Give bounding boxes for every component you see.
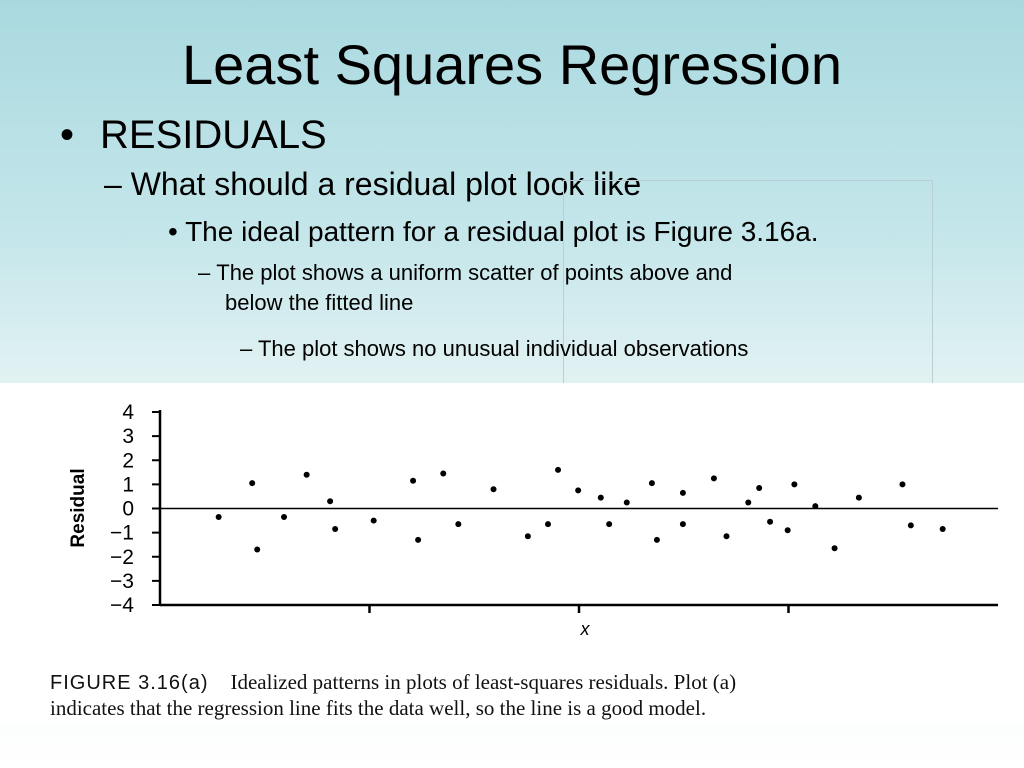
dash-marker: –	[198, 260, 211, 285]
data-point	[623, 499, 630, 506]
data-point	[215, 513, 222, 520]
data-point	[855, 494, 862, 501]
data-point	[370, 517, 377, 524]
data-point	[710, 475, 717, 482]
bullet-dot: •	[60, 113, 75, 157]
y-axis-label: Residual	[68, 468, 89, 547]
data-point	[791, 481, 798, 488]
data-point	[254, 546, 261, 553]
data-point	[332, 526, 339, 533]
figure-panel: 4 3 2 1 0 −1 −2 −3 −4 x Residual FIGURE 3.16(a) Ide…	[0, 383, 1024, 723]
data-point	[653, 536, 660, 543]
data-point	[410, 477, 417, 484]
data-point	[723, 533, 730, 540]
data-point	[899, 481, 906, 488]
data-point	[756, 484, 763, 491]
x-axis-label: x	[580, 619, 591, 639]
slide-title: Least Squares Regression	[182, 33, 842, 96]
y-tick-label: 0	[122, 498, 134, 521]
data-point	[767, 518, 774, 525]
data-point	[939, 526, 946, 533]
uniform-scatter-line2: below the fitted line	[225, 290, 414, 315]
bullet-ideal-pattern: • The ideal pattern for a residual plot …	[168, 216, 819, 247]
y-tick-label: −2	[110, 546, 134, 569]
y-tick-label: 3	[122, 425, 134, 448]
data-point	[575, 487, 582, 494]
data-point	[606, 521, 613, 528]
data-point	[679, 489, 686, 496]
caption-line1: Idealized patterns in plots of least-squ…	[230, 670, 737, 694]
data-point	[327, 498, 334, 505]
data-point	[440, 470, 447, 477]
data-point	[281, 513, 288, 520]
data-point	[544, 521, 551, 528]
data-point	[907, 522, 914, 529]
y-tick-label: −4	[110, 594, 134, 617]
data-point	[455, 521, 462, 528]
data-point	[812, 503, 819, 510]
caption-line2: indicates that the regression line fits …	[50, 696, 707, 720]
y-tick-label: 2	[122, 449, 134, 472]
bullet-uniform-scatter: – The plot shows a uniform scatter of poi…	[198, 258, 918, 318]
y-tick-label: −3	[110, 570, 134, 593]
data-point	[597, 494, 604, 501]
figure-label: FIGURE 3.16(a)	[50, 672, 209, 694]
bullet-residuals: • RESIDUALS	[60, 110, 327, 160]
data-point	[831, 545, 838, 552]
data-point	[490, 486, 497, 493]
bullet-residuals-text: RESIDUALS	[100, 113, 327, 157]
data-point	[249, 480, 256, 487]
data-point	[679, 521, 686, 528]
figure-caption: FIGURE 3.16(a) Idealized patterns in plot…	[50, 670, 1020, 721]
data-point	[648, 480, 655, 487]
bullet-no-unusual: – The plot shows no unusual individual o…	[240, 336, 749, 361]
data-point	[303, 471, 310, 478]
uniform-scatter-line1: The plot shows a uniform scatter of poin…	[216, 260, 733, 285]
y-tick-label: 1	[122, 473, 134, 496]
data-point	[745, 499, 752, 506]
data-point	[524, 533, 531, 540]
data-point	[784, 527, 791, 534]
data-point	[415, 536, 422, 543]
y-tick-label: −1	[110, 522, 134, 545]
y-tick-label: 4	[122, 401, 134, 424]
data-point	[555, 466, 562, 473]
bullet-question: – What should a residual plot look like	[104, 166, 642, 202]
